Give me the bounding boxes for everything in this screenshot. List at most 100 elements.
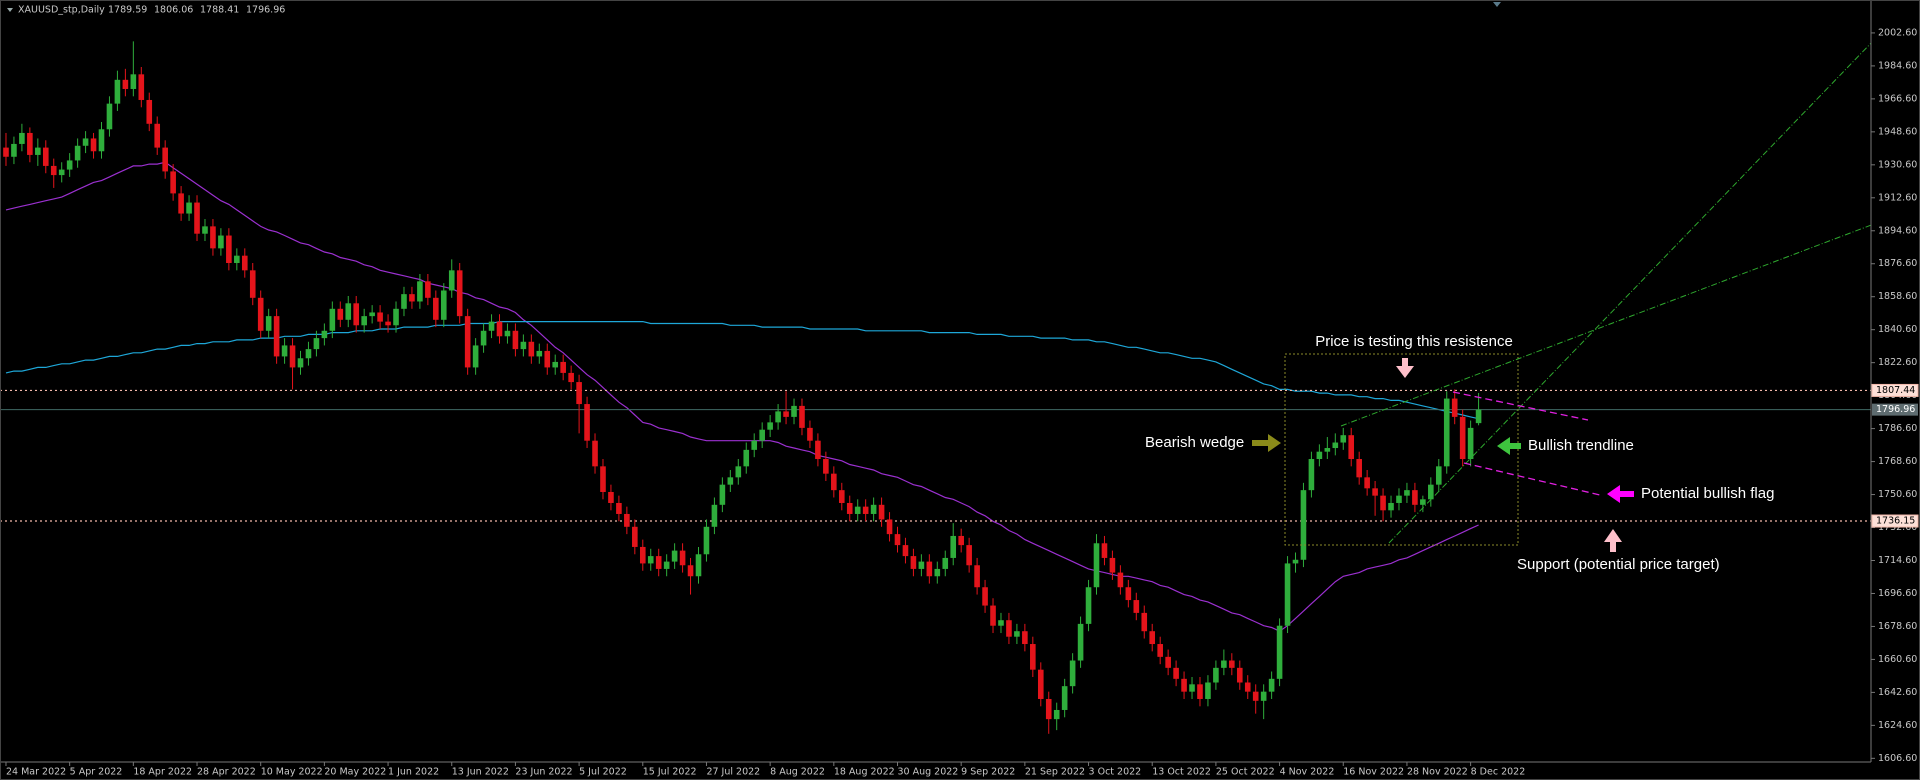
candle-body: [703, 526, 710, 555]
candle-body: [990, 605, 996, 626]
candle-body: [1324, 448, 1331, 452]
candle-body: [377, 312, 383, 322]
candle-body: [417, 281, 423, 302]
candle-body: [552, 361, 559, 368]
candle-body: [958, 535, 964, 546]
annotation: Price is testing this resistence: [1315, 333, 1513, 350]
candle-body: [122, 79, 129, 89]
level-label: 1807.44: [1876, 385, 1915, 396]
y-tick-label: 2002.60: [1878, 27, 1917, 38]
candle-body: [1045, 698, 1052, 720]
y-tick-label: 1660.60: [1878, 654, 1917, 665]
x-tick-label: 30 Aug 2022: [898, 767, 959, 778]
annotation: Support (potential price target): [1517, 556, 1720, 573]
candle-body: [170, 171, 176, 194]
candle-body: [210, 226, 216, 249]
candle-body: [1475, 409, 1482, 424]
candle-body: [496, 321, 503, 337]
last-price-label: 1796.96: [1876, 404, 1915, 415]
y-tick-label: 1696.60: [1878, 588, 1917, 599]
candle-body: [632, 526, 638, 547]
candle-body: [1420, 499, 1426, 505]
candle-body: [106, 103, 113, 130]
last-price-box: [1872, 403, 1918, 416]
candle-body: [831, 473, 837, 491]
candle-body: [846, 502, 853, 514]
candle-body: [35, 147, 41, 155]
candle-body: [27, 132, 33, 155]
candle-body: [528, 341, 535, 357]
ohlc-header: 1789.59 1806.06 1788.41 1796.96: [108, 5, 285, 16]
candle-body: [735, 466, 742, 478]
x-tick-label: 23 Jun 2022: [515, 767, 572, 778]
candle-body: [1037, 669, 1044, 699]
candle-body: [3, 147, 9, 157]
annotation: Bullish trendline: [1528, 437, 1634, 454]
ohlc-value: 1789.59: [108, 5, 147, 16]
y-tick-label: 1984.60: [1878, 60, 1917, 71]
candle-body: [1340, 435, 1347, 443]
candle-body: [1022, 631, 1028, 645]
y-tick-label: 1606.60: [1878, 753, 1917, 764]
candle-body: [1443, 398, 1450, 467]
candle-body: [616, 502, 622, 514]
level-label: 1736.15: [1876, 516, 1915, 527]
candle-body: [1117, 572, 1124, 588]
candle-body: [1189, 684, 1195, 692]
candle-body: [1300, 490, 1307, 560]
candle-body: [1125, 587, 1132, 601]
candle-body: [385, 321, 391, 326]
candle-body: [894, 534, 901, 546]
symbol-title: XAUUSD_stp,Daily: [18, 5, 105, 16]
x-tick-label: 1 Jun 2022: [388, 767, 439, 778]
annotation: Potential bullish flag: [1641, 485, 1774, 502]
candle-body: [1014, 631, 1020, 637]
candle-body: [321, 330, 328, 339]
level-label-box: [1871, 514, 1919, 528]
candle-body: [966, 545, 972, 566]
arrow: [1497, 437, 1521, 455]
candle-body: [512, 330, 519, 350]
candle-body: [1467, 427, 1474, 460]
candle-body: [480, 330, 487, 346]
x-tick-label: 13 Oct 2022: [1152, 767, 1211, 778]
x-tick-label: 15 Jul 2022: [643, 767, 697, 778]
annotation: Bearish wedge: [1145, 434, 1244, 451]
candle-body: [74, 145, 81, 161]
x-tick-label: 13 Jun 2022: [452, 767, 509, 778]
candle-body: [488, 321, 495, 331]
x-tick-label: 28 Nov 2022: [1407, 767, 1468, 778]
candle-body: [305, 349, 312, 359]
x-tick-label: 21 Sep 2022: [1025, 767, 1085, 778]
candle-body: [114, 79, 121, 104]
candle-body: [146, 99, 153, 124]
candle-body: [982, 587, 988, 606]
candle-body: [1388, 502, 1394, 511]
candle-body: [1372, 488, 1378, 496]
level-label-box: [1871, 383, 1919, 397]
moving-average: [5, 161, 1479, 632]
y-tick-label: 1858.60: [1878, 291, 1917, 302]
wedge-box: [1284, 353, 1519, 546]
x-tick-label: 5 Jul 2022: [579, 767, 627, 778]
x-tick-label: 28 Apr 2022: [197, 767, 256, 778]
candle-body: [297, 358, 304, 368]
candle-body: [194, 202, 200, 234]
candle-body: [1205, 682, 1211, 699]
candle-body: [886, 519, 893, 535]
candle-body: [815, 440, 821, 460]
candle-body: [265, 316, 272, 331]
y-tick-label: 1642.60: [1878, 687, 1917, 698]
candle-body: [1221, 660, 1227, 668]
candle-body: [456, 270, 463, 317]
candle-body: [1364, 477, 1370, 489]
candle-body: [178, 193, 184, 214]
candle-body: [624, 513, 630, 527]
candle-body: [878, 504, 885, 520]
candle-body: [241, 255, 248, 271]
candle-body: [544, 350, 551, 368]
x-tick-label: 10 May 2022: [261, 767, 323, 778]
candle-body: [751, 440, 758, 450]
candle-body: [226, 235, 232, 264]
